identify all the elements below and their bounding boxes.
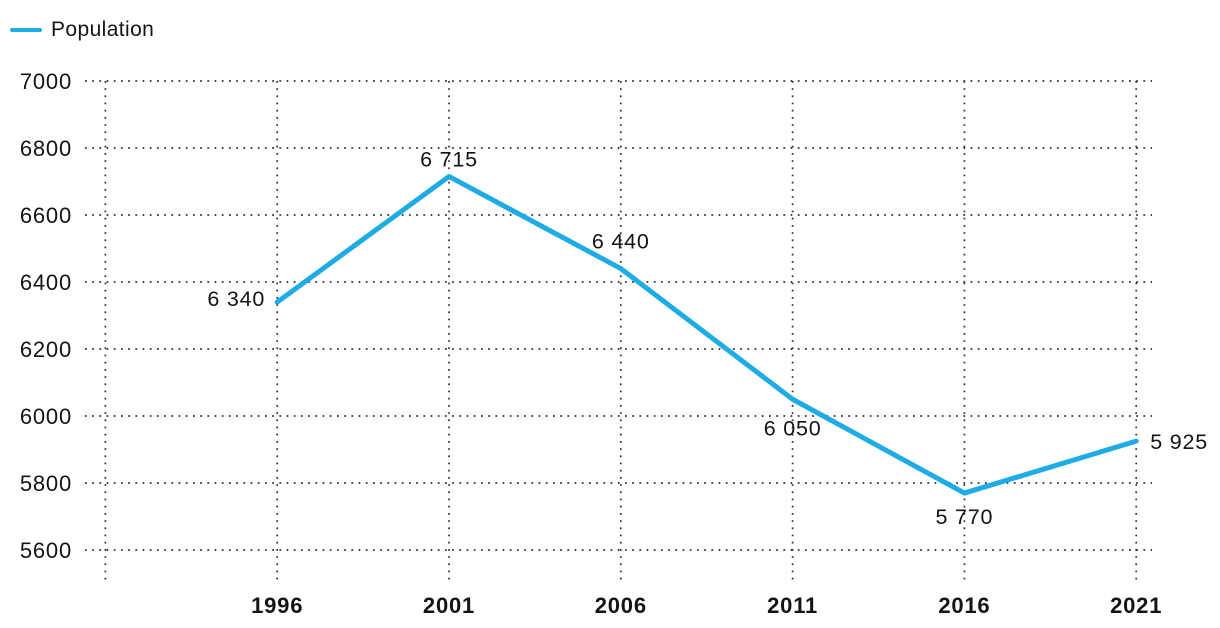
data-point-label: 5 925 [1150, 430, 1208, 454]
y-axis-tick-label: 7000 [20, 69, 72, 94]
y-axis-tick-label: 6800 [20, 136, 72, 161]
legend-line-swatch [10, 28, 42, 32]
x-axis-tick-label: 2016 [938, 593, 990, 618]
x-axis-tick-label: 2006 [595, 593, 647, 618]
data-point-label: 6 340 [207, 287, 265, 311]
data-point-label: 6 050 [764, 416, 822, 440]
y-axis-tick-label: 5800 [20, 471, 72, 496]
population-series-line [274, 173, 1139, 496]
x-axis-tick-label: 2001 [423, 593, 475, 618]
legend-series-label: Population [51, 18, 155, 41]
x-axis-tick-label: 2011 [767, 593, 818, 618]
data-point-label: 6 715 [420, 147, 478, 171]
data-point-label: 5 770 [935, 505, 993, 529]
y-axis-tick-label: 6600 [20, 203, 72, 228]
x-axis-tick-label: 2021 [1110, 593, 1162, 618]
y-axis-tick-label: 5600 [20, 538, 72, 563]
y-axis-tick-label: 6200 [20, 337, 72, 362]
data-point-label: 6 440 [592, 230, 650, 254]
x-axis-tick-label: 1996 [251, 593, 303, 618]
y-axis-tick-label: 6400 [20, 270, 72, 295]
y-axis-tick-label: 6000 [20, 404, 72, 429]
chart-legend: Population [10, 18, 154, 42]
